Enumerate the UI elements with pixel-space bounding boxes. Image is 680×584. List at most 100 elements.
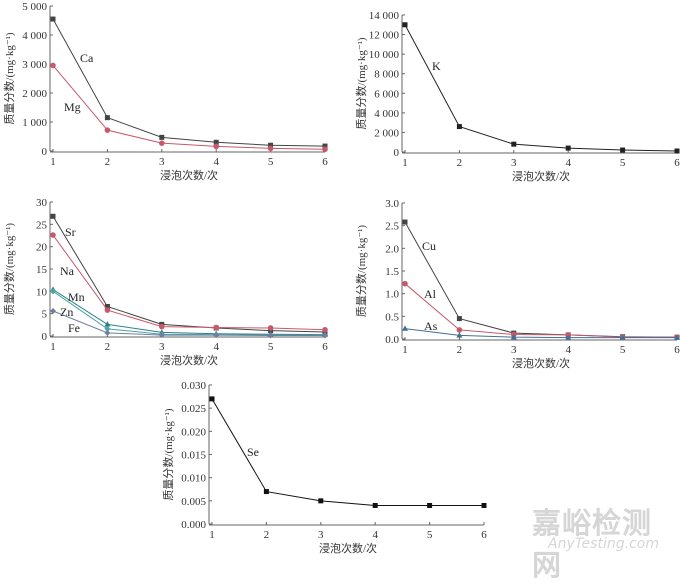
series-label-Ca: Ca xyxy=(80,51,94,65)
data-point-Se xyxy=(481,502,487,508)
x-tick-label: 1 xyxy=(402,157,408,169)
data-point-Se xyxy=(209,396,215,402)
y-tick-label: 10 000 xyxy=(369,49,400,61)
y-tick-label: 5 xyxy=(42,309,48,321)
data-point-As xyxy=(510,333,517,340)
series-label-K: K xyxy=(432,59,441,73)
x-tick-label: 6 xyxy=(674,157,680,169)
data-point-As xyxy=(565,334,572,340)
y-tick-label: 2 000 xyxy=(374,127,399,139)
series-label-Al: Al xyxy=(424,287,437,301)
data-point-Cu xyxy=(456,316,462,322)
chart-figure: 0 1 000 2 000 3 000 4 000 5 000 1 2 3 4 5 6 浸泡次数/次 质量… xyxy=(3,1,680,555)
y-tick-label: 0 xyxy=(42,331,48,343)
x-axis-label: 浸泡次数/次 xyxy=(512,356,570,370)
series-line-Sr xyxy=(52,216,326,333)
data-point-K xyxy=(456,124,462,130)
data-point-K xyxy=(402,22,408,28)
data-point-Fe xyxy=(213,332,220,339)
y-tick-label: 0.010 xyxy=(181,473,206,485)
data-point-Se xyxy=(318,498,324,504)
y-tick-label: 1 000 xyxy=(22,117,47,129)
y-tick-label: 15 xyxy=(36,264,48,276)
series-line-Mn xyxy=(52,289,326,336)
data-point-Fe xyxy=(322,332,328,339)
x-tick-label: 5 xyxy=(620,344,626,356)
series-line-As xyxy=(404,328,677,339)
series-label-Sr: Sr xyxy=(65,225,76,239)
series-label-Na: Na xyxy=(60,264,75,278)
y-tick-label: 0.025 xyxy=(181,403,206,415)
y-tick-label: 0.0 xyxy=(385,334,399,346)
x-tick-label: 5 xyxy=(268,156,274,168)
series-line-Se xyxy=(211,398,484,506)
series-line-Mg xyxy=(52,65,326,150)
data-point-Sr xyxy=(104,304,110,310)
x-tick-label: 2 xyxy=(457,344,463,356)
y-tick-label: 0.005 xyxy=(181,496,206,508)
y-tick-label: 5 000 xyxy=(22,1,47,13)
data-point-K xyxy=(620,147,626,153)
x-axis-label: 浸泡次数/次 xyxy=(160,353,218,367)
x-tick-label: 2 xyxy=(264,529,270,541)
series-label-Se: Se xyxy=(247,445,259,459)
y-tick-label: 0 xyxy=(42,146,48,158)
data-point-Na xyxy=(50,232,56,238)
series-line-Na xyxy=(52,234,326,331)
y-tick-label: 30 xyxy=(36,197,48,209)
y-tick-label: 0.5 xyxy=(385,311,399,323)
data-point-Na xyxy=(213,324,219,331)
data-point-K xyxy=(511,141,517,147)
y-tick-label: 8 000 xyxy=(374,69,399,81)
x-tick-label: 2 xyxy=(457,157,463,169)
x-tick-label: 6 xyxy=(674,344,680,356)
x-tick-label: 6 xyxy=(481,529,487,541)
y-tick-label: 2.0 xyxy=(385,243,399,255)
x-tick-label: 6 xyxy=(322,341,328,353)
x-tick-label: 5 xyxy=(268,341,274,353)
x-tick-label: 1 xyxy=(402,344,408,356)
data-point-Na xyxy=(159,323,165,330)
x-tick-label: 4 xyxy=(565,157,571,169)
y-axis-label: 质量分数/(mg·kg⁻¹) xyxy=(3,32,16,125)
data-point-Ca xyxy=(50,16,56,22)
y-tick-label: 2 000 xyxy=(22,88,47,100)
data-point-Ca xyxy=(322,143,328,149)
data-point-Na xyxy=(267,325,274,331)
data-point-Fe xyxy=(267,332,274,339)
x-tick-label: 4 xyxy=(213,156,219,168)
data-point-Mn xyxy=(104,321,111,327)
data-point-Se xyxy=(372,502,378,508)
data-point-Ca xyxy=(104,115,110,121)
y-tick-label: 4 000 xyxy=(374,108,399,120)
x-tick-label: 1 xyxy=(50,156,56,168)
x-tick-label: 5 xyxy=(427,529,433,541)
y-tick-label: 0.000 xyxy=(181,519,206,531)
x-axis-label: 浸泡次数/次 xyxy=(319,541,377,555)
x-tick-label: 6 xyxy=(322,156,328,168)
data-point-Ca xyxy=(268,142,274,148)
x-tick-label: 3 xyxy=(511,157,517,169)
data-point-Ca xyxy=(159,134,165,140)
series-line-K xyxy=(404,24,678,152)
data-point-Mg xyxy=(159,140,165,146)
y-tick-label: 25 xyxy=(36,219,48,231)
data-point-Fe xyxy=(50,307,56,314)
data-point-Al xyxy=(402,280,408,287)
data-point-Zn xyxy=(50,288,56,295)
x-tick-label: 2 xyxy=(105,341,111,353)
y-tick-label: 14 000 xyxy=(369,10,400,22)
data-point-Sr xyxy=(50,213,56,219)
data-point-Mg xyxy=(322,146,328,153)
y-tick-label: 10 xyxy=(36,286,48,298)
x-axis-label: 浸泡次数/次 xyxy=(160,168,218,182)
data-point-Cu xyxy=(402,219,408,225)
y-tick-label: 12 000 xyxy=(369,30,400,42)
y-tick-label: 2.5 xyxy=(385,221,399,233)
y-axis-label: 质量分数/(mg·kg⁻¹) xyxy=(355,37,368,130)
data-point-As xyxy=(456,332,463,338)
y-tick-label: 3 000 xyxy=(22,59,47,71)
data-point-K xyxy=(565,145,571,151)
series-line-Cu xyxy=(404,221,678,338)
y-tick-label: 4 000 xyxy=(22,30,47,42)
